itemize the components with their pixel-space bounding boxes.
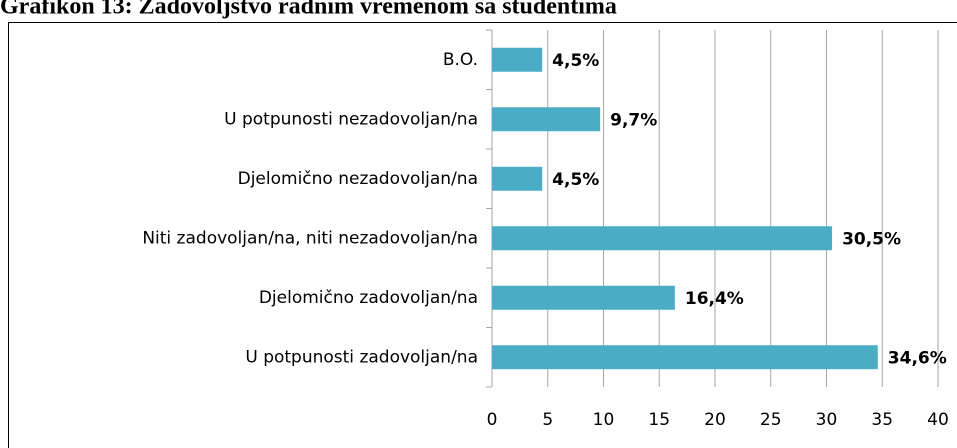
x-tick-label: 40 xyxy=(927,410,949,430)
value-label: 4,5% xyxy=(552,51,599,71)
value-label: 4,5% xyxy=(552,170,599,190)
y-tick-label: Djelomično nezadovoljan/na xyxy=(238,169,478,189)
value-label: 30,5% xyxy=(842,229,901,249)
x-tick-label: 5 xyxy=(542,410,553,430)
y-tick-label: U potpunosti zadovoljan/na xyxy=(245,347,478,367)
bar xyxy=(492,166,543,191)
bar xyxy=(492,47,543,72)
x-tick-label: 0 xyxy=(487,410,498,430)
value-label: 9,7% xyxy=(610,110,657,130)
x-tick-label: 25 xyxy=(760,410,782,430)
bar xyxy=(492,226,833,251)
bar xyxy=(492,107,601,132)
y-tick-label: U potpunosti nezadovoljan/na xyxy=(224,109,478,129)
value-label: 16,4% xyxy=(685,289,744,309)
x-tick-label: 15 xyxy=(648,410,670,430)
y-tick-label: Djelomično zadovoljan/na xyxy=(259,288,478,308)
y-tick-label: Niti zadovoljan/na, niti nezadovoljan/na xyxy=(142,228,478,248)
value-label: 34,6% xyxy=(888,348,947,368)
x-tick-label: 20 xyxy=(704,410,726,430)
x-tick-label: 35 xyxy=(871,410,893,430)
x-tick-label: 30 xyxy=(816,410,838,430)
bar xyxy=(492,285,675,310)
x-tick-label: 10 xyxy=(593,410,615,430)
y-tick-label: B.O. xyxy=(443,50,478,70)
bar xyxy=(492,345,878,370)
chart-title: Grafikon 13: Zadovoljstvo radnim vremeno… xyxy=(0,0,617,20)
title-background xyxy=(0,0,957,22)
